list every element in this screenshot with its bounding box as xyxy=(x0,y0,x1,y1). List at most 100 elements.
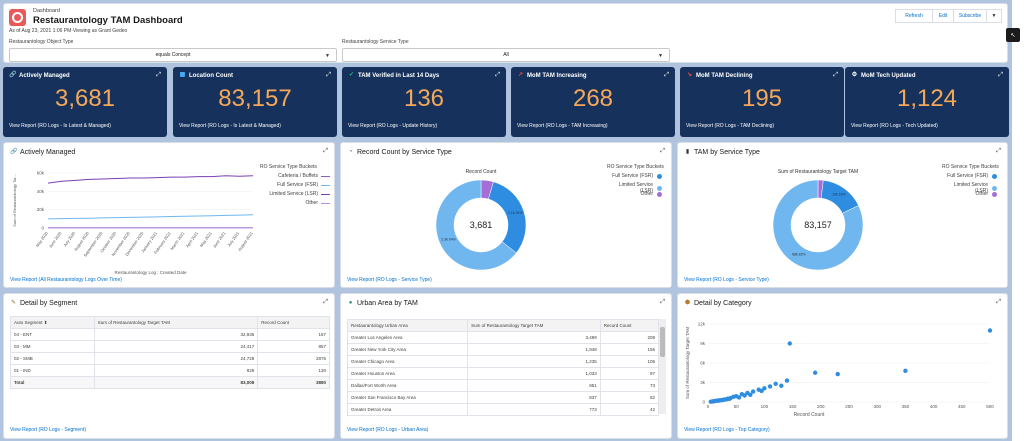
expand-icon[interactable]: ⤢ xyxy=(996,148,1001,154)
column-header[interactable]: Restaurantology Urban Area xyxy=(346,319,469,332)
view-report-link[interactable]: View Report (RO Logs - Tech Updated) xyxy=(851,123,938,129)
column-header[interactable]: Record Count xyxy=(257,316,330,329)
legend-item[interactable]: Limited Service (LSR) xyxy=(605,182,662,194)
expand-icon[interactable]: ⤢ xyxy=(660,148,665,154)
y-tick-label: 20k xyxy=(37,207,45,212)
kpi-value: 195 xyxy=(741,85,783,112)
expand-icon[interactable]: ⤢ xyxy=(156,72,161,78)
donut-slice xyxy=(772,179,864,271)
x-tick-label: March 2021 xyxy=(169,230,186,251)
more-actions-button[interactable]: ▼ xyxy=(986,9,1002,23)
x-tick-label: 0 xyxy=(707,404,710,409)
expand-icon[interactable]: ⤢ xyxy=(323,148,328,154)
table-total-row: Total 83,008 3880 xyxy=(10,376,330,389)
table-row[interactable]: Greater San Francisco Bay Area 837 82 xyxy=(346,391,660,404)
scatter-point xyxy=(812,370,818,375)
check-icon: ✓ xyxy=(348,72,355,78)
clipboard-icon: ▮ xyxy=(685,149,690,155)
kpi-card-0[interactable]: 🔗 Actively Managed ⤢ 3,681 View Report (R… xyxy=(3,67,167,137)
table-row[interactable]: 02 - SMB 24,728 2876 xyxy=(10,352,330,365)
filter-service-type-select[interactable]: All ▼ xyxy=(342,48,670,62)
legend-item[interactable]: Limited Service (LSR) xyxy=(260,191,330,197)
legend-label: Limited Service (LSR) xyxy=(953,182,988,194)
legend-item[interactable]: Other xyxy=(605,191,662,197)
kpi-card-5[interactable]: ⚙ MoM Tech Updated ⤢ 1,124 View Report (R… xyxy=(845,67,1009,137)
filter-value: equals Concept xyxy=(155,52,191,58)
column-header[interactable]: Record Count xyxy=(599,319,660,332)
expand-icon[interactable]: ⤢ xyxy=(664,72,669,78)
y-tick-label: 6k xyxy=(700,361,706,366)
pointer-help-icon[interactable]: ↖ xyxy=(1006,28,1020,42)
record-count-donut: 1.1k 31% 2.3k 64% 3,681 Record Count xyxy=(435,169,527,271)
legend-item[interactable]: Other xyxy=(940,191,997,197)
x-tick-label: 100 xyxy=(761,404,769,409)
link-icon: 🔗 xyxy=(10,149,18,155)
expand-icon[interactable]: ⤢ xyxy=(833,72,838,78)
kpi-card-3[interactable]: ↗ MoM TAM Increasing ⤢ 268 View Report (R… xyxy=(511,67,675,137)
breadcrumb[interactable]: Dashboard xyxy=(33,8,60,14)
view-report-link[interactable]: View Report (RO Logs - Update History) xyxy=(348,123,438,129)
view-report-link[interactable]: View Report (RO Logs - Is Latest & Manag… xyxy=(179,123,281,129)
view-report-link[interactable]: View Report (RO Logs - Urban Area) xyxy=(347,427,429,433)
legend-swatch xyxy=(657,173,662,179)
legend-swatch xyxy=(992,173,997,179)
table-row[interactable]: Greater Chicago Area 1,235 105 xyxy=(346,355,660,368)
view-report-link[interactable]: View Report (RO Logs - Service Type) xyxy=(684,277,769,283)
gear-icon: ⚙ xyxy=(851,72,858,78)
kpi-card-2[interactable]: ✓ TAM Verified in Last 14 Days ⤢ 136 View… xyxy=(342,67,506,137)
legend-item[interactable]: Full Service (FSR) xyxy=(605,173,662,179)
legend-item[interactable]: Cafeteria / Buffets xyxy=(260,173,330,179)
kpi-card-1[interactable]: ▦ Location Count ⤢ 83,157 View Report (RO… xyxy=(173,67,337,137)
card-title: Detail by Segment xyxy=(20,300,78,307)
legend-item[interactable]: Full Service (FSR) xyxy=(260,182,330,188)
table-row[interactable]: 01 - IND 928 130 xyxy=(10,364,330,377)
expand-icon[interactable]: ⤢ xyxy=(326,72,331,78)
kpi-value: 136 xyxy=(403,85,445,112)
scatter-chart: 0 3k 6k 9k 12k 0 50 100 150 200 250 300 350 400 450 500… xyxy=(685,322,994,419)
table-row[interactable]: Greater Detroit Area 773 42 xyxy=(346,403,660,416)
column-header[interactable]: Sum of Restaurantology Target TAM xyxy=(93,316,259,329)
filter-object-type-select[interactable]: equals Concept ▼ xyxy=(9,48,337,62)
table-row[interactable]: Dallas/Fort Worth Area 851 73 xyxy=(346,379,660,392)
view-report-link[interactable]: View Report (RO Logs - Top Category) xyxy=(684,427,770,433)
y-tick-label: 40k xyxy=(37,189,45,194)
legend-item[interactable]: Full Service (FSR) xyxy=(940,173,997,179)
kpi-card-4[interactable]: ↘ MoM TAM Declining ⤢ 195 View Report (RO… xyxy=(680,67,844,137)
expand-icon[interactable]: ⤢ xyxy=(996,299,1001,305)
card-title: TAM by Service Type xyxy=(694,149,760,156)
table-row[interactable]: Greater New York City Area 1,948 156 xyxy=(346,343,660,356)
scrollbar-thumb[interactable] xyxy=(660,327,665,357)
expand-icon[interactable]: ⤢ xyxy=(660,299,665,305)
view-report-link[interactable]: View Report (RO Logs - Segment) xyxy=(10,427,87,433)
chart-down-icon: ↘ xyxy=(686,72,693,78)
expand-icon[interactable]: ⤢ xyxy=(495,72,500,78)
edit-button[interactable]: Edit xyxy=(932,9,954,23)
view-report-link[interactable]: View Report (RO Logs - TAM Declining) xyxy=(686,123,775,129)
view-report-link[interactable]: View Report (All Restaurantology Logs Ov… xyxy=(10,277,122,283)
table-row[interactable]: 04 - ENT 32,935 167 xyxy=(10,328,330,341)
table-row[interactable]: Greater Houston Area 1,033 97 xyxy=(346,367,660,380)
expand-icon[interactable]: ⤢ xyxy=(323,299,328,305)
kpi-title: Location Count xyxy=(189,72,233,79)
scatter-point xyxy=(750,389,756,394)
legend-item[interactable]: Limited Service (LSR) xyxy=(940,182,997,194)
view-report-link[interactable]: View Report (RO Logs - TAM Increasing) xyxy=(517,123,608,129)
column-header[interactable]: Auto Segment ⬍ xyxy=(10,316,95,329)
table-row[interactable]: 03 - MM 24,417 857 xyxy=(10,340,330,353)
scatter-point xyxy=(712,398,717,404)
scrollbar[interactable] xyxy=(659,319,666,414)
legend-item[interactable]: Other xyxy=(260,200,330,206)
right-scroll-area[interactable] xyxy=(1012,0,1024,441)
link-icon: 🔗 xyxy=(9,72,17,78)
expand-icon[interactable]: ⤢ xyxy=(998,72,1003,78)
chevron-down-icon: ▼ xyxy=(325,53,330,59)
column-header[interactable]: Sum of Restaurantology Target TAM xyxy=(467,319,601,332)
card-title: Urban Area by TAM xyxy=(357,300,418,307)
refresh-button[interactable]: Refresh xyxy=(895,9,933,23)
subscribe-button[interactable]: Subscribe xyxy=(953,9,987,23)
x-tick-label: 150 xyxy=(789,404,797,409)
table-row[interactable]: Greater Los Angeles Area 3,499 208 xyxy=(346,331,660,344)
view-report-link[interactable]: View Report (RO Logs - Is Latest & Manag… xyxy=(9,123,111,129)
view-report-link[interactable]: View Report (RO Logs - Service Type) xyxy=(347,277,432,283)
x-tick-label: 250 xyxy=(845,404,853,409)
